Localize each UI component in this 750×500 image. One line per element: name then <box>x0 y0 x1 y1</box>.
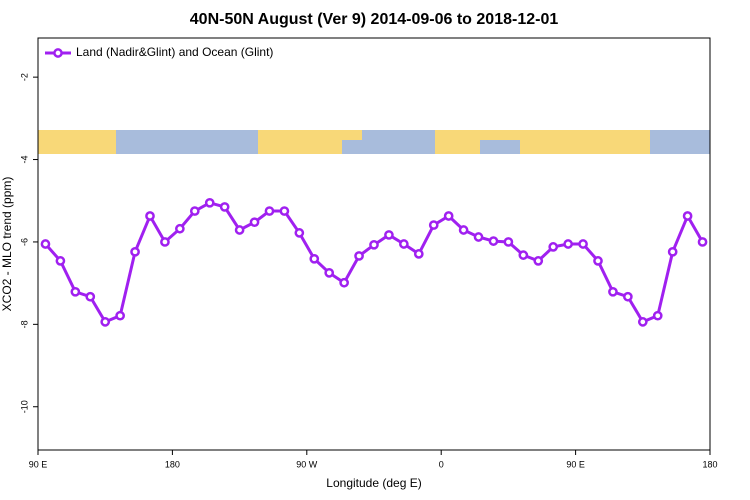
data-point <box>593 256 603 266</box>
data-point <box>443 211 454 221</box>
x-tick-label: 90 E <box>29 459 48 469</box>
data-point <box>115 310 125 321</box>
data-point <box>55 256 66 266</box>
data-point <box>413 249 424 259</box>
map-strip <box>38 130 710 154</box>
data-point <box>623 291 633 302</box>
data-point <box>294 228 305 238</box>
legend-marker <box>53 48 63 58</box>
data-point <box>399 239 409 249</box>
data-point <box>40 239 51 249</box>
data-point <box>339 277 349 288</box>
data-point <box>503 237 514 247</box>
data-point <box>70 286 81 297</box>
y-tick-label: -10 <box>19 400 29 413</box>
data-point <box>189 206 200 216</box>
series-line <box>44 201 704 324</box>
data-point <box>279 206 290 216</box>
data-point <box>160 237 170 247</box>
plot-frame <box>37 37 711 451</box>
data-point <box>85 291 96 302</box>
y-tick-label: -8 <box>19 320 29 328</box>
data-point <box>354 251 364 261</box>
legend-label: Land (Nadir&Glint) and Ocean (Glint) <box>76 45 273 59</box>
data-point <box>204 197 215 208</box>
data-point <box>369 239 379 250</box>
x-tick-label: 180 <box>702 459 717 469</box>
data-point <box>488 236 499 246</box>
data-point <box>309 253 320 264</box>
y-tick-label: -2 <box>19 73 29 81</box>
data-point <box>428 220 439 230</box>
data-point <box>578 239 588 249</box>
data-point <box>458 225 469 235</box>
data-point <box>234 225 245 235</box>
chart-title: 40N-50N August (Ver 9) 2014-09-06 to 201… <box>190 11 559 28</box>
data-point <box>637 317 648 327</box>
data-point <box>518 250 529 260</box>
data-point <box>100 317 111 327</box>
data-point <box>682 211 693 221</box>
data-point <box>145 211 155 221</box>
data-point <box>384 230 394 240</box>
data-point <box>473 232 484 242</box>
data-point <box>533 256 544 266</box>
data-point <box>548 242 559 252</box>
data-point <box>324 267 335 278</box>
data-point <box>563 239 573 249</box>
y-tick-label: -4 <box>19 156 29 164</box>
y-tick-label: -6 <box>19 238 29 246</box>
data-point <box>249 217 260 228</box>
data-point <box>130 246 140 257</box>
x-tick-label: 0 <box>439 459 444 469</box>
x-tick-label: 90 E <box>566 459 585 469</box>
data-point <box>652 310 663 321</box>
x-tick-label: 180 <box>165 459 180 469</box>
data-point <box>264 206 275 216</box>
data-point <box>219 202 230 212</box>
y-axis-label: XCO2 - MLO trend (ppm) <box>0 177 14 312</box>
data-point <box>697 237 708 247</box>
data-point <box>667 246 678 257</box>
x-tick-label: 90 W <box>296 459 318 469</box>
data-point <box>608 286 618 297</box>
data-point <box>175 223 185 234</box>
x-axis-label: Longitude (deg E) <box>326 476 421 490</box>
